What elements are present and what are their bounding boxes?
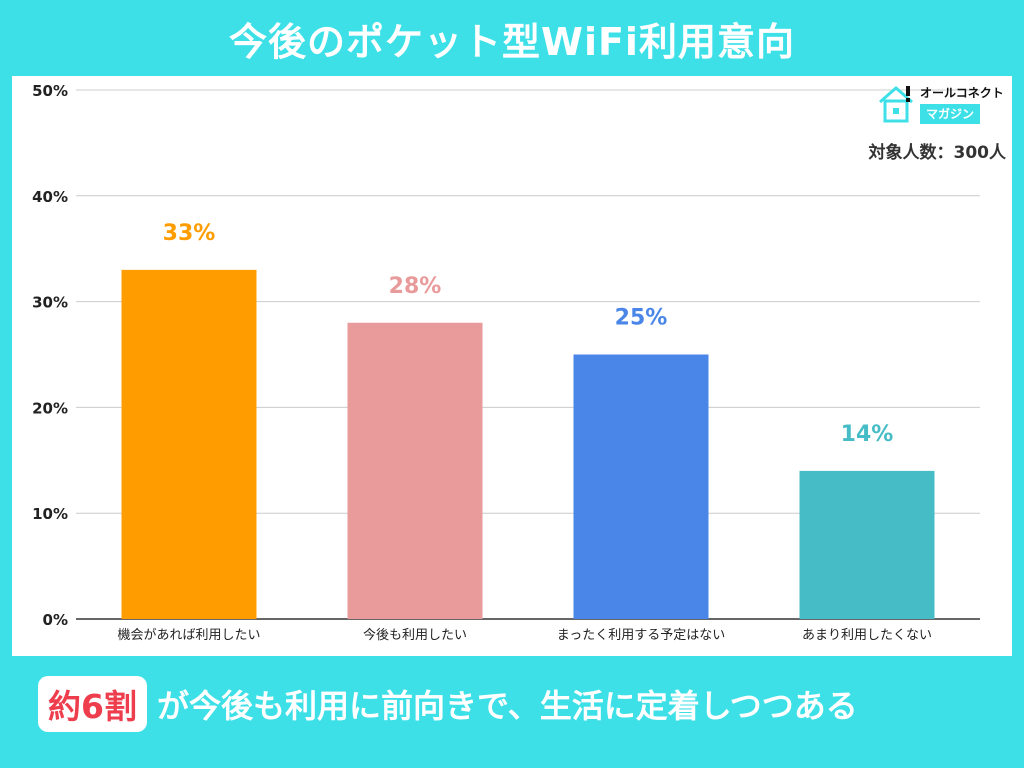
x-tick-label: 今後も利用したい (363, 627, 467, 643)
page-title: 今後のポケット型WiFi利用意向 (229, 19, 795, 64)
y-tick-label: 20% (32, 399, 68, 417)
data-label: 28% (389, 274, 442, 299)
bar (799, 470, 935, 619)
data-label: 33% (163, 221, 216, 246)
data-label: 14% (841, 422, 894, 447)
sample-size-note: 対象人数：300人 (868, 143, 1007, 163)
data-label: 25% (615, 306, 668, 331)
y-tick-label: 10% (32, 505, 68, 523)
summary-highlight: 約6割 (38, 676, 147, 732)
brand-logo: オールコネクト マガジン (876, 84, 1006, 128)
chart-labels: 0% 10% 20% 30% 40% 50% 33% 機会があれば利用したい 28% 今後も利用し… (32, 82, 932, 643)
y-tick-label: 0% (43, 611, 68, 629)
x-tick-label: まったく利用する予定はない (557, 628, 725, 643)
y-tick-label: 40% (32, 188, 68, 206)
y-tick-label: 50% (32, 82, 68, 100)
x-tick-label: あまり利用したくない (802, 628, 932, 643)
bar (573, 354, 709, 619)
bar (347, 322, 483, 619)
bar-chart: 0% 10% 20% 30% 40% 50% 33% 機会があれば利用したい 28% 今後も利用し… (32, 82, 980, 643)
brand-subname: マガジン (920, 104, 981, 124)
chart-bars (121, 269, 935, 619)
house-icon (879, 86, 913, 123)
summary-text: が今後も利用に前向きで、生活に定着しつつある (156, 687, 858, 725)
bar (121, 269, 257, 619)
brand-name: オールコネクト (920, 86, 1004, 100)
x-tick-label: 機会があれば利用したい (117, 628, 260, 643)
summary-banner: 約6割 が今後も利用に前向きで、生活に定着しつつある (26, 662, 1008, 746)
y-tick-label: 30% (32, 294, 68, 312)
